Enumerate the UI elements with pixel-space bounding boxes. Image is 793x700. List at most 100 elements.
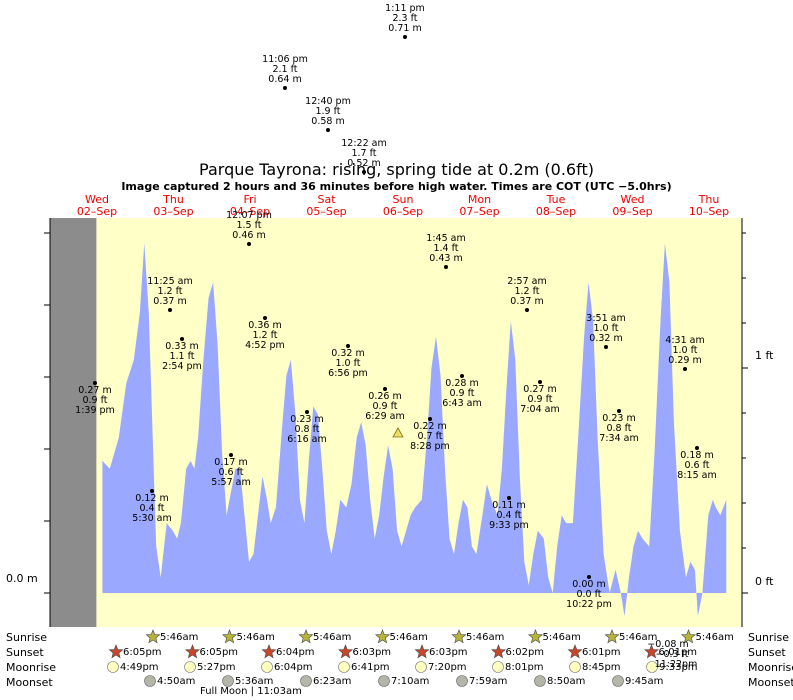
moonrise-time: 5:27pm [197, 662, 236, 673]
extremum-time: 4:52 pm [245, 340, 285, 351]
extremum-time: 8:28 pm [410, 441, 450, 452]
extremum-dot-15 [403, 35, 407, 39]
extremum-time: 2:54 pm [162, 361, 202, 372]
extremum-label-19: 2:57 am 1.2 ft 0.37 m [492, 277, 562, 307]
right-axis-zero-label: 0 ft [755, 575, 774, 588]
day-date: 09–Sep [612, 205, 653, 218]
extremum-dot-14 [428, 417, 432, 421]
extremum-time: 1:45 am [426, 233, 466, 244]
moonset-row-label-right: Moonset [748, 676, 793, 689]
moonrise-icon [107, 661, 119, 673]
extremum-time: 12:40 pm [305, 96, 351, 107]
extremum-label-20: 0.27 m 0.9 ft 7:04 am [505, 385, 575, 415]
sun-moon-icons [107, 629, 697, 687]
extremum-ft: 0.4 ft [139, 503, 165, 514]
moonset-time: 5:36am [235, 676, 274, 687]
extremum-ft: 0.6 ft [218, 467, 244, 478]
extremum-m: 0.37 m [510, 296, 544, 307]
extremum-time: 5:30 am [132, 513, 172, 524]
sunrise-time: 5:46am [313, 632, 352, 643]
extremum-time: 6:29 am [365, 411, 405, 422]
extremum-ft: 1.2 ft [514, 286, 540, 297]
extremum-m: 0.32 m [331, 348, 365, 359]
moonset-icon [222, 675, 234, 687]
sunset-icon [414, 644, 430, 659]
extremum-ft: 2.3 ft [392, 13, 418, 24]
day-label-8: Thu 10–Sep [674, 194, 744, 218]
sunrise-time: 5:46am [160, 632, 199, 643]
day-date: 04–Sep [229, 205, 271, 218]
extremum-ft: 1.2 ft [252, 330, 278, 341]
tide-curve [102, 243, 727, 617]
chart-title: Parque Tayrona: rising, spring tide at 0… [199, 160, 594, 179]
sunrise-icon [604, 629, 620, 644]
extremum-m: 0.23 m [602, 413, 636, 424]
day-date: 07–Sep [459, 205, 500, 218]
extremum-m: 0.43 m [429, 253, 463, 264]
left-axis-zero-label: 0.0 m [6, 572, 38, 585]
extremum-dot-10 [326, 128, 330, 132]
extremum-m: 0.33 m [165, 341, 199, 352]
moonset-time: 6:23am [313, 676, 352, 687]
day-dow: Sun [392, 193, 414, 206]
extremum-label-23: 0.23 m 0.8 ft 7:34 am [584, 414, 654, 444]
extremum-ft: 0.7 ft [417, 431, 443, 442]
moonset-icon [612, 675, 624, 687]
extremum-ft: 1.7 ft [351, 148, 377, 159]
extremum-dot-13 [383, 387, 387, 391]
sunrise-time: 5:46am [389, 632, 428, 643]
extremum-label-13: 0.26 m 0.9 ft 6:29 am [350, 392, 420, 422]
sunrise-row-label-right: Sunrise [748, 631, 790, 644]
extremum-label-18: 0.11 m 0.4 ft 9:33 pm [474, 501, 544, 531]
extremum-m: 0.23 m [290, 414, 324, 425]
moonset-row-label: Moonset [6, 676, 53, 689]
sunrise-icon [680, 629, 697, 644]
sunrise-icon [527, 629, 544, 644]
day-dow: Thu [163, 193, 184, 206]
sunset-icon [261, 644, 277, 659]
extremum-label-10: 12:40 pm 1.9 ft 0.58 m [293, 97, 363, 127]
moonrise-time: 8:01pm [505, 662, 544, 673]
day-dow: Fri [243, 193, 257, 206]
moonset-time: 9:45am [625, 676, 664, 687]
day-dow: Mon [467, 193, 492, 206]
extremum-m: 0.37 m [153, 296, 187, 307]
extremum-time: 1:11 pm [385, 3, 425, 14]
sunset-icon [643, 644, 660, 659]
extremum-time: 7:34 am [599, 433, 639, 444]
extremum-time: 10:22 pm [566, 599, 612, 610]
moonset-icon [534, 675, 546, 687]
sunrise-icon [374, 629, 391, 644]
extremum-dot-22 [604, 345, 608, 349]
moon-phase-note: Full Moon | 11:03am [200, 686, 302, 697]
day-date: 02–Sep [76, 205, 118, 218]
sunset-time: 6:05pm [123, 647, 162, 658]
extremum-m: 0.17 m [214, 457, 248, 468]
extremum-dot-2 [168, 308, 172, 312]
sunset-time: 6:02pm [505, 647, 545, 658]
moonrise-time: 6:41pm [351, 662, 390, 673]
extremum-m: 0.18 m [680, 450, 714, 461]
sunrise-time: 5:46am [619, 632, 658, 643]
extremum-time: 4:31 am [665, 335, 705, 346]
tide-area [102, 243, 727, 617]
extremum-ft: 1.1 ft [169, 351, 195, 362]
moonrise-icon [492, 661, 504, 673]
sunrise-time: 5:46am [542, 632, 581, 643]
extremum-label-16: 1:45 am 1.4 ft 0.43 m [411, 234, 481, 264]
day-label-4: Sun 06–Sep [368, 194, 438, 218]
extremum-dot-3 [180, 337, 184, 341]
extremum-m: 0.27 m [78, 385, 112, 396]
extremum-dot-25 [683, 367, 687, 371]
sunset-time: 6:01pm [582, 647, 621, 658]
moonset-time: 4:50am [157, 676, 196, 687]
extremum-time: 2:57 am [507, 276, 547, 287]
day-date: 10–Sep [688, 205, 730, 218]
day-label-0: Wed 02–Sep [62, 194, 132, 218]
extremum-m: 0.26 m [368, 391, 402, 402]
day-label-7: Wed 09–Sep [598, 194, 668, 218]
extremum-m: 0.32 m [589, 333, 623, 344]
extremum-dot-21 [587, 575, 591, 579]
extremum-m: 0.28 m [445, 378, 479, 389]
extremum-ft: 0.9 ft [449, 388, 475, 399]
